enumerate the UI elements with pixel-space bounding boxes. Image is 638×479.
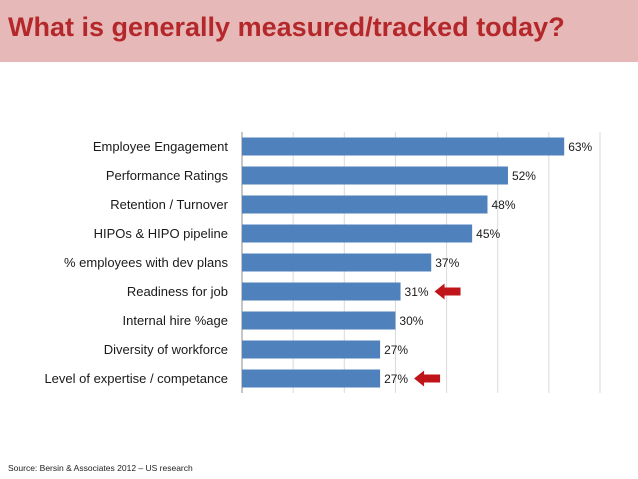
category-label: Diversity of workforce [104, 342, 228, 357]
title-band: What is generally measured/tracked today… [0, 0, 638, 62]
bar [242, 166, 508, 185]
data-label: 45% [476, 227, 500, 241]
category-label: Performance Ratings [106, 168, 229, 183]
source-note: Source: Bersin & Associates 2012 – US re… [8, 463, 193, 473]
bar [242, 253, 432, 272]
bar [242, 369, 381, 388]
category-label: Employee Engagement [93, 139, 229, 154]
data-label: 27% [384, 343, 408, 357]
highlight-arrow-icon [434, 283, 461, 300]
category-label: Readiness for job [127, 284, 228, 299]
bar [242, 282, 401, 301]
highlight-arrow-icon [414, 370, 441, 387]
category-label: Retention / Turnover [110, 197, 228, 212]
data-label: 27% [384, 372, 408, 386]
category-label: Level of expertise / competance [44, 371, 228, 386]
bar [242, 311, 396, 330]
bar [242, 195, 488, 214]
data-label: 30% [399, 314, 423, 328]
data-label: 48% [491, 198, 515, 212]
page-title: What is generally measured/tracked today… [8, 12, 565, 42]
category-label: HIPOs & HIPO pipeline [94, 226, 228, 241]
bar [242, 224, 473, 243]
data-label: 31% [405, 285, 429, 299]
data-label: 37% [435, 256, 459, 270]
data-label: 63% [568, 140, 592, 154]
bar [242, 137, 565, 156]
category-label: % employees with dev plans [64, 255, 229, 270]
bar [242, 340, 381, 359]
category-label: Internal hire %age [122, 313, 228, 328]
data-label: 52% [512, 169, 536, 183]
